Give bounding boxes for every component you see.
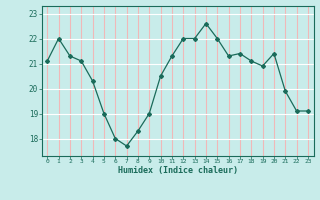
X-axis label: Humidex (Indice chaleur): Humidex (Indice chaleur) (118, 166, 237, 175)
